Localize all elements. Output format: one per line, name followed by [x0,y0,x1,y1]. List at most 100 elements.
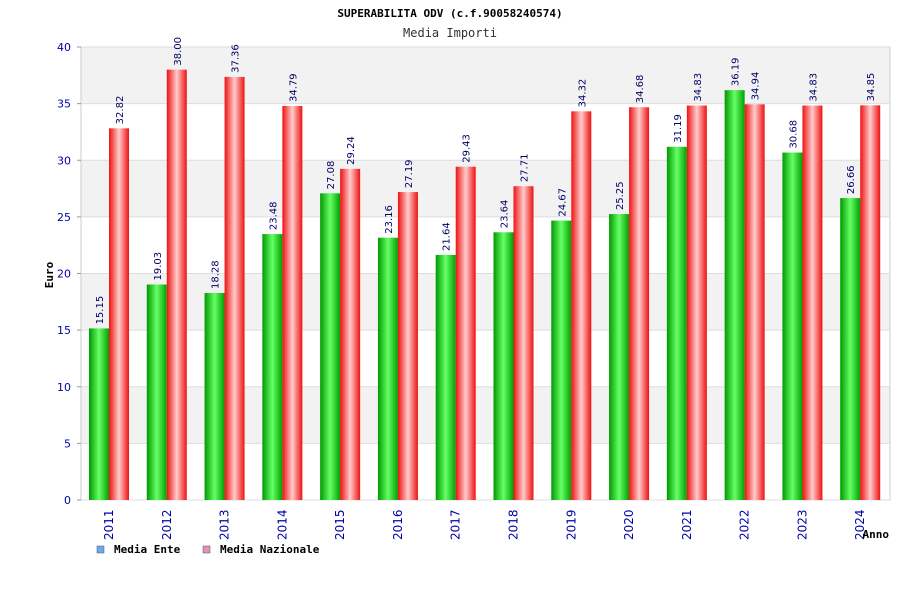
value-label-media-nazionale: 34.83 [808,73,819,102]
plot-band [81,330,890,387]
y-tick-label: 0 [64,494,71,507]
value-label-media-ente: 26.66 [846,165,857,194]
bar-media-nazionale [455,166,476,500]
bar-media-nazionale [744,104,765,500]
value-label-media-ente: 24.67 [557,188,568,217]
x-tick-label: 2013 [218,509,232,540]
bar-media-nazionale [571,111,592,501]
bar-media-nazionale [340,168,361,500]
bar-media-ente [262,234,283,501]
legend-label-media-ente: Media Ente [114,543,181,556]
x-tick-label: 2014 [275,509,289,540]
bar-media-nazionale [860,105,881,500]
plot-band [81,216,890,274]
bar-media-ente [840,198,861,500]
value-label-media-nazionale: 34.94 [751,72,762,101]
x-tick-label: 2017 [449,509,463,540]
bar-media-nazionale [802,105,823,501]
y-tick-label: 35 [57,98,71,111]
bar-media-nazionale [629,107,650,501]
x-tick-label: 2023 [795,509,809,540]
plot-band [81,273,890,331]
plot-band [81,47,890,104]
x-tick-label: 2011 [102,509,116,540]
value-label-media-nazionale: 37.36 [231,44,242,73]
legend-label-media-nazionale: Media Nazionale [220,543,320,556]
bar-media-nazionale [513,186,534,500]
value-label-media-ente: 18.28 [211,260,222,289]
bar-media-ente [551,220,572,500]
plot-band [81,160,890,217]
bar-media-ente [204,292,225,500]
x-tick-label: 2021 [680,509,694,540]
bars [89,69,881,501]
y-tick-label: 40 [57,41,71,54]
y-axis-ticks: 0 5 10 15 20 25 30 35 40 [57,41,81,507]
y-tick-label: 15 [57,324,71,337]
bar-media-ente [146,284,167,500]
value-label-media-ente: 25.25 [615,181,626,210]
value-label-media-ente: 15.15 [95,296,106,325]
bar-media-ente [89,328,109,500]
plot-band [81,386,890,444]
y-tick-label: 30 [57,154,71,167]
value-label-media-ente: 21.64 [442,222,453,251]
bar-media-ente [493,232,514,501]
value-labels: 15.15 32.82 19.03 38.00 18.28 37.36 23.48 34.79… [95,37,877,324]
x-axis-label: Anno [863,528,890,541]
y-tick-label: 5 [64,437,71,450]
plot-band [81,103,890,161]
bar-media-ente [435,254,456,500]
y-tick-label: 20 [57,268,71,281]
bar-media-nazionale [686,105,707,501]
x-tick-label: 2015 [333,509,347,540]
y-tick-label: 10 [57,381,71,394]
bar-media-nazionale [397,192,418,501]
bar-media-nazionale [282,106,303,501]
legend: Media Ente Media Nazionale [96,543,320,556]
x-tick-label: 2019 [564,509,578,540]
value-label-media-ente: 30.68 [788,120,799,149]
bar-media-ente [320,193,341,500]
bar-media-nazionale [166,69,187,501]
y-tick-label: 25 [57,211,71,224]
value-label-media-nazionale: 27.71 [520,154,531,183]
bar-media-ente [609,214,630,500]
bar-media-ente [377,237,398,500]
value-label-media-nazionale: 29.43 [462,134,473,163]
bar-media-nazionale [109,128,129,500]
value-label-media-ente: 19.03 [153,252,164,281]
plot-band [81,443,890,500]
bar-media-ente [782,152,803,500]
bar-media-ente [724,90,745,500]
value-label-media-nazionale: 34.79 [288,73,299,102]
value-label-media-nazionale: 27.19 [404,159,415,188]
value-label-media-ente: 23.48 [268,201,279,230]
value-label-media-ente: 23.64 [500,200,511,229]
x-tick-label: 2022 [738,509,752,540]
chart-subtitle: Media Importi [403,26,497,40]
value-label-media-nazionale: 34.85 [866,73,877,102]
x-tick-label: 2024 [853,509,867,540]
x-tick-label: 2016 [391,509,405,540]
value-label-media-ente: 27.08 [326,161,337,190]
chart-title: SUPERABILITA ODV (c.f.90058240574) [337,7,562,20]
value-label-media-ente: 36.19 [731,58,742,87]
bar-media-ente [666,146,687,500]
x-tick-label: 2018 [507,509,521,540]
value-label-media-nazionale: 34.68 [635,75,646,104]
value-label-media-ente: 23.16 [384,205,395,234]
x-tick-label: 2012 [160,509,174,540]
x-tick-label: 2020 [622,509,636,540]
y-axis-label: Euro [43,261,56,288]
value-label-media-nazionale: 29.24 [346,136,357,165]
value-label-media-nazionale: 34.83 [693,73,704,102]
value-label-media-nazionale: 32.82 [115,96,126,125]
value-label-media-nazionale: 34.32 [577,79,588,108]
value-label-media-ente: 31.19 [673,114,684,143]
x-axis-ticks: 2011 2012 2013 2014 2015 2016 2017 2018 2019 2020… [102,509,867,540]
bar-media-nazionale [224,76,245,500]
legend-swatch-media-nazionale [202,545,211,554]
value-label-media-nazionale: 38.00 [173,37,184,66]
